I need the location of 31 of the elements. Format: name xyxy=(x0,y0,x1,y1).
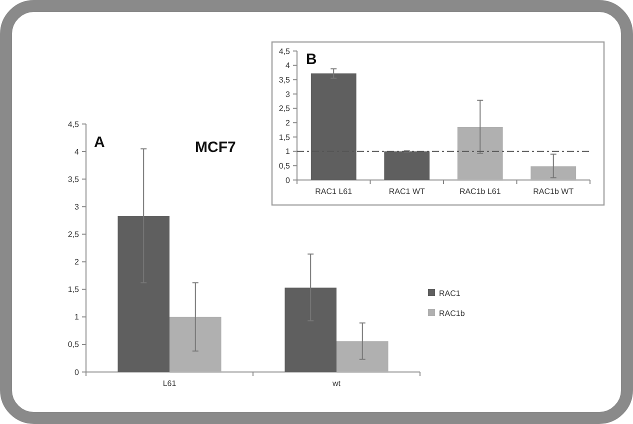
y-tick-label: 3,5 xyxy=(68,174,80,184)
y-tick-label: 3,5 xyxy=(278,75,291,84)
y-tick-label: 4,5 xyxy=(278,46,291,56)
y-tick-label: 3 xyxy=(286,90,291,99)
y-tick-label: 2 xyxy=(286,118,291,128)
legend-label: RAC1b xyxy=(439,308,466,318)
legend-label: RAC1 xyxy=(439,288,461,298)
x-tick-label: RAC1 WT xyxy=(388,187,425,196)
annotation: A xyxy=(94,134,105,151)
y-tick-label: 0,5 xyxy=(68,340,80,350)
y-tick-label: 4 xyxy=(286,61,291,70)
y-tick-label: 0 xyxy=(286,176,291,185)
x-tick-label: RAC1b L61 xyxy=(459,187,502,196)
y-tick-label: 0,5 xyxy=(278,161,291,170)
text: MCF7 xyxy=(195,139,236,156)
y-tick-label: 2 xyxy=(74,258,80,267)
x-tick-label: RAC1b WT xyxy=(533,187,574,196)
y-tick-label: 1,5 xyxy=(68,285,80,294)
y-tick-label: 2,5 xyxy=(278,104,291,114)
y-tick-label: 1 xyxy=(286,147,291,156)
y-tick-label: 3 xyxy=(74,202,80,212)
y-tick-label: 1 xyxy=(74,312,80,322)
y-tick-label: 4 xyxy=(74,147,80,156)
y-tick-label: 2,5 xyxy=(68,230,80,240)
annotation: B xyxy=(306,51,317,68)
x-tick-label: L61 xyxy=(162,379,177,388)
y-tick-label: 0 xyxy=(74,368,80,377)
y-tick-label: 1,5 xyxy=(278,132,291,142)
x-tick-label: RAC1 L61 xyxy=(315,187,353,196)
x-tick-label: wt xyxy=(332,379,342,388)
y-tick-label: 4,5 xyxy=(68,120,80,129)
